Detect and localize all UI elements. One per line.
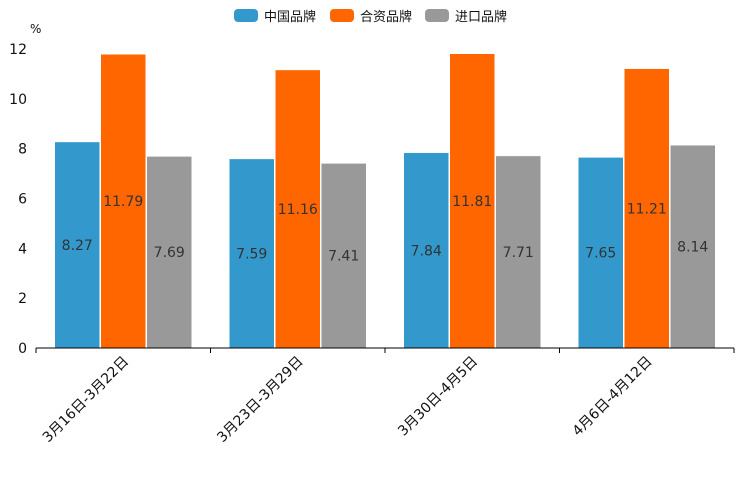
y-tick-label: 2 [18,291,27,307]
data-label: 8.14 [677,240,708,256]
y-tick-label: 12 [9,42,27,58]
data-label: 7.59 [236,246,267,262]
bar-1-4[interactable] [578,157,624,349]
data-label: 7.84 [411,243,442,259]
y-tick-label: 10 [9,92,27,108]
legend-label[interactable]: 合资品牌 [360,9,412,25]
x-category-label: 3月16日-3月22日 [40,354,132,446]
legend-swatch[interactable] [330,9,354,22]
bar-3-2[interactable] [321,163,367,349]
bars-group: 8.27 11.79 7.69 7.59 11.16 7.41 7.84 11.81 7.71 7… [54,53,716,349]
bar-3-4[interactable] [670,144,716,349]
x-category-label: 4月6日-4月12日 [570,354,656,440]
data-label: 11.16 [278,202,318,218]
data-label: 11.79 [103,194,143,210]
bar-2-2[interactable] [275,69,321,349]
data-label: 11.81 [452,194,492,210]
bar-1-1[interactable] [54,141,100,349]
legend: 中国品牌 合资品牌 进口品牌 [234,9,507,25]
data-label: 7.69 [154,245,185,261]
legend-label[interactable]: 进口品牌 [455,9,507,25]
y-tick-label: 4 [18,241,27,257]
x-axis: 3月16日-3月22日 3月23日-3月29日 3月30日-4月5日 4月6日-4月1… [35,347,735,446]
x-category-label: 3月30日-4月5日 [395,354,481,440]
bar-3-1[interactable] [146,156,192,349]
x-category-label: 3月23日-3月29日 [214,354,306,446]
legend-swatch[interactable] [425,9,449,22]
legend-label[interactable]: 中国品牌 [264,9,316,25]
bar-2-1[interactable] [100,53,146,349]
data-label: 8.27 [62,238,93,254]
y-tick-label: 8 [18,142,27,158]
y-axis-unit-label: % [30,22,41,36]
bar-2-3[interactable] [449,53,495,349]
y-tick-label: 0 [18,341,27,357]
bar-1-3[interactable] [403,152,449,349]
y-axis: 0 2 4 6 8 10 12 [9,42,27,357]
data-label: 7.65 [585,246,616,262]
data-label: 7.71 [503,245,534,261]
legend-swatch[interactable] [234,9,258,22]
bar-1-2[interactable] [229,158,275,349]
data-label: 11.21 [627,201,667,217]
y-tick-label: 6 [18,192,27,208]
data-label: 7.41 [328,249,359,265]
bar-2-4[interactable] [624,68,670,349]
